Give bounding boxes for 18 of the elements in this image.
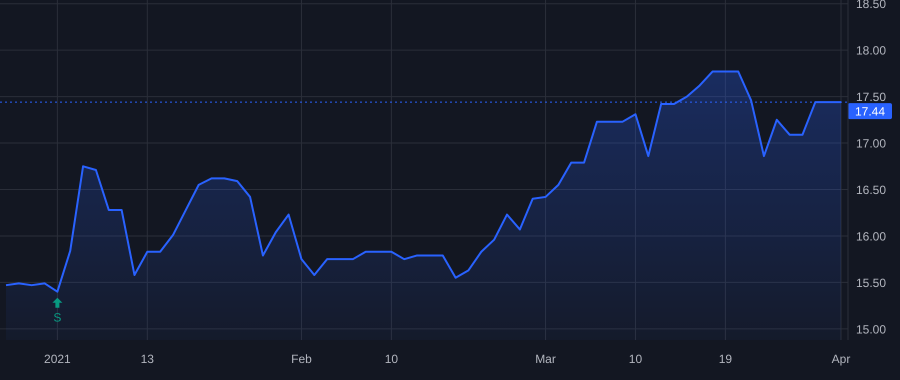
y-tick-label: 15.00 xyxy=(856,322,886,336)
ref-line-label: 17.44 xyxy=(854,104,886,119)
x-tick-label: 2021 xyxy=(44,352,72,366)
x-tick-label: 13 xyxy=(140,352,154,366)
x-tick-label: 10 xyxy=(384,352,398,366)
y-tick-label: 18.50 xyxy=(856,0,886,12)
x-tick-label: Apr xyxy=(832,352,850,366)
annotation: S xyxy=(53,310,62,325)
y-tick-label: 15.50 xyxy=(856,276,886,290)
x-tick-label: 19 xyxy=(718,352,732,366)
x-tick-label: 10 xyxy=(628,352,642,366)
x-tick-label: Mar xyxy=(535,352,556,366)
x-tick-label: Feb xyxy=(291,352,312,366)
y-tick-label: 16.50 xyxy=(856,183,886,198)
y-tick-label: 17.00 xyxy=(856,136,886,151)
y-tick-label: 18.00 xyxy=(856,44,886,58)
y-tick-label: 16.00 xyxy=(856,229,886,244)
y-tick-label: 17.50 xyxy=(856,90,886,104)
